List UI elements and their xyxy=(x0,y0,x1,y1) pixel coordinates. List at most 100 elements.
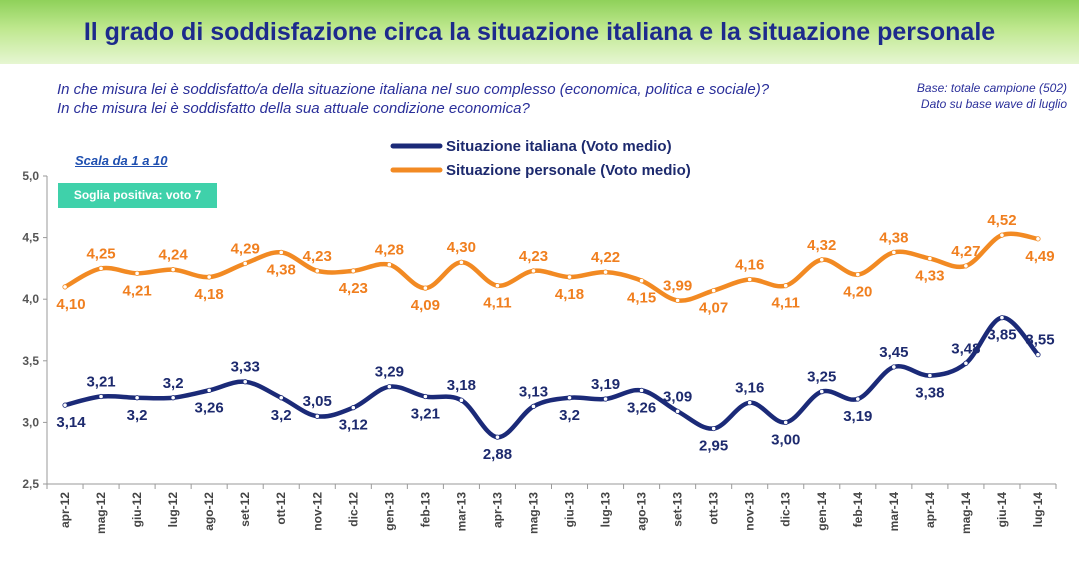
data-point-personale xyxy=(422,285,428,291)
data-label-italiana: 3,21 xyxy=(411,406,440,423)
data-point-italiana xyxy=(350,405,356,411)
data-label-italiana: 3,21 xyxy=(86,374,115,391)
data-label-italiana: 3,48 xyxy=(951,340,980,357)
y-tick-label: 3,0 xyxy=(22,415,39,429)
data-point-personale xyxy=(566,274,573,280)
x-tick-label: giu-13 xyxy=(563,492,577,528)
data-label-italiana: 3,00 xyxy=(771,431,800,448)
data-label-personale: 4,23 xyxy=(303,248,332,265)
data-point-italiana xyxy=(170,395,176,401)
data-label-italiana: 2,88 xyxy=(483,446,512,463)
data-label-personale: 4,25 xyxy=(86,245,115,262)
x-tick-label: lug-14 xyxy=(1031,492,1045,528)
data-point-italiana xyxy=(494,434,501,440)
x-tick-label: ott-12 xyxy=(274,492,288,525)
data-point-italiana xyxy=(747,400,753,406)
data-label-italiana: 3,29 xyxy=(375,364,404,381)
data-label-personale: 4,30 xyxy=(447,239,476,256)
chart-legend: Situazione italiana (Voto medio) Situazi… xyxy=(390,138,691,179)
data-point-personale xyxy=(98,265,104,271)
data-point-italiana xyxy=(98,393,104,400)
x-tick-label: nov-12 xyxy=(310,492,324,531)
data-point-italiana xyxy=(458,397,465,403)
data-point-personale xyxy=(783,283,789,289)
x-tick-label: lug-12 xyxy=(166,492,180,528)
data-label-personale: 4,24 xyxy=(159,247,189,264)
data-label-personale: 3,99 xyxy=(663,277,692,294)
y-tick-label: 5,0 xyxy=(22,169,39,183)
data-point-personale xyxy=(458,259,465,265)
data-label-personale: 4,07 xyxy=(699,300,728,317)
page-title: Il grado di soddisfazione circa la situa… xyxy=(83,18,996,46)
data-point-italiana xyxy=(1035,352,1041,358)
data-label-personale: 4,16 xyxy=(735,256,764,273)
data-label-personale: 4,09 xyxy=(411,297,440,314)
data-point-personale xyxy=(134,270,140,276)
data-point-italiana xyxy=(783,419,789,425)
data-label-personale: 4,15 xyxy=(627,290,656,307)
data-point-personale xyxy=(819,257,825,263)
data-label-italiana: 3,2 xyxy=(163,375,184,392)
data-label-italiana: 3,12 xyxy=(339,417,368,434)
x-tick-label: mar-14 xyxy=(887,492,901,532)
x-tick-label: ott-13 xyxy=(707,492,721,525)
data-label-personale: 4,33 xyxy=(915,268,944,285)
title-banner: Il grado di soddisfazione circa la situa… xyxy=(0,0,1079,64)
data-point-italiana xyxy=(386,384,392,390)
data-label-italiana: 3,05 xyxy=(303,393,332,410)
x-tick-label: gen-13 xyxy=(382,492,396,531)
y-tick-label: 4,5 xyxy=(22,231,39,245)
data-label-italiana: 3,2 xyxy=(127,407,148,424)
x-tick-label: ago-12 xyxy=(202,492,216,531)
data-label-personale: 4,27 xyxy=(951,243,980,260)
data-label-personale: 4,38 xyxy=(879,229,908,246)
data-label-personale: 4,11 xyxy=(772,295,800,312)
data-point-personale xyxy=(891,249,897,255)
y-tick-label: 2,5 xyxy=(22,477,39,491)
x-tick-label: dic-12 xyxy=(346,492,360,527)
data-point-personale xyxy=(927,255,933,262)
data-label-italiana: 3,19 xyxy=(843,408,872,425)
data-label-personale: 4,49 xyxy=(1025,248,1054,265)
scale-note: Scala da 1 a 10 xyxy=(75,153,168,168)
data-label-italiana: 3,26 xyxy=(627,399,656,416)
sample-base-note: Base: totale campione (502) xyxy=(916,81,1067,95)
data-point-personale xyxy=(170,267,176,273)
data-label-italiana: 3,45 xyxy=(879,344,908,361)
x-tick-label: apr-13 xyxy=(490,492,504,528)
x-tick-label: mar-13 xyxy=(454,492,468,532)
data-label-italiana: 3,33 xyxy=(231,359,260,376)
series-line-italiana xyxy=(62,315,1041,440)
data-label-italiana: 3,26 xyxy=(195,399,224,416)
data-label-personale: 4,10 xyxy=(56,296,85,313)
data-point-personale xyxy=(855,271,861,278)
data-point-personale xyxy=(711,287,717,294)
data-label-italiana: 3,2 xyxy=(559,407,580,424)
data-label-italiana: 3,55 xyxy=(1025,332,1054,349)
data-point-personale xyxy=(206,274,212,280)
data-point-personale xyxy=(350,268,356,274)
x-tick-label: apr-12 xyxy=(58,492,72,528)
data-point-personale xyxy=(242,260,248,267)
data-label-italiana: 3,2 xyxy=(271,407,292,424)
question-personal-situation: In che misura lei è soddisfatto della su… xyxy=(57,100,530,117)
question-italian-situation: In che misura lei è soddisfatto/a della … xyxy=(57,81,770,98)
x-tick-label: feb-14 xyxy=(851,492,865,528)
chart-axes: 2,5 3,0 3,5 4,0 4,5 5,0 apr-12 mag-12 giu-12 lug-… xyxy=(22,169,1057,534)
data-point-italiana xyxy=(638,387,645,393)
data-label-italiana: 3,13 xyxy=(519,383,548,400)
data-label-personale: 4,23 xyxy=(339,280,368,297)
data-label-personale: 4,11 xyxy=(483,295,511,312)
data-point-personale xyxy=(675,297,681,304)
data-label-italiana: 3,38 xyxy=(915,385,944,402)
data-point-personale xyxy=(999,232,1005,238)
x-tick-label: ago-13 xyxy=(635,492,649,531)
data-point-italiana xyxy=(602,396,609,402)
data-point-personale xyxy=(386,262,392,268)
data-point-personale xyxy=(530,268,537,274)
x-tick-label: mag-13 xyxy=(526,492,540,534)
data-label-italiana: 2,95 xyxy=(699,438,728,455)
data-label-personale: 4,23 xyxy=(519,248,548,265)
data-label-personale: 4,18 xyxy=(195,286,224,303)
